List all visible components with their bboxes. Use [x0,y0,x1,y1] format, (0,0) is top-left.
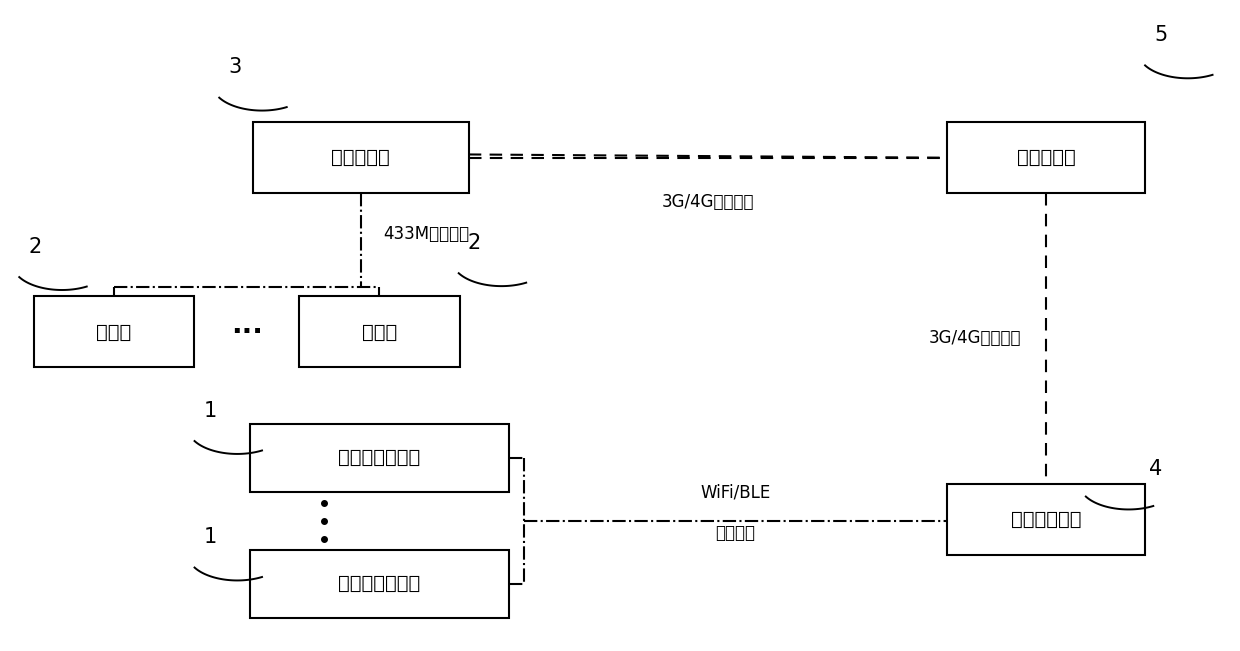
Text: WiFi/BLE: WiFi/BLE [701,484,770,501]
Bar [299,296,460,367]
Text: 后台服务器: 后台服务器 [1017,148,1075,167]
Text: 车主智能手机: 车主智能手机 [1011,510,1081,529]
Text: 双天线定位信标: 双天线定位信标 [339,574,420,593]
Bar [253,122,469,193]
Text: 车位锁: 车位锁 [97,322,131,342]
Text: 双天线定位信标: 双天线定位信标 [339,449,420,467]
Text: 集中控制器: 集中控制器 [331,148,391,167]
Bar [947,122,1145,193]
Bar [947,484,1145,555]
Text: 3G/4G无线链路: 3G/4G无线链路 [929,329,1022,348]
Text: 3: 3 [228,57,242,77]
Text: 1: 1 [203,401,217,421]
Text: ···: ··· [231,318,263,346]
Text: 无线链路: 无线链路 [715,524,755,542]
Bar [249,424,508,492]
Bar [249,550,508,618]
Text: 2: 2 [29,237,41,256]
Text: 3G/4G无线链路: 3G/4G无线链路 [662,193,754,211]
Text: 2: 2 [467,233,481,253]
Text: 车位锁: 车位锁 [362,322,397,342]
Text: 433M无线链路: 433M无线链路 [383,225,469,243]
Text: 4: 4 [1149,459,1162,478]
Text: 1: 1 [203,527,217,547]
Text: 5: 5 [1154,25,1167,45]
Bar [33,296,195,367]
